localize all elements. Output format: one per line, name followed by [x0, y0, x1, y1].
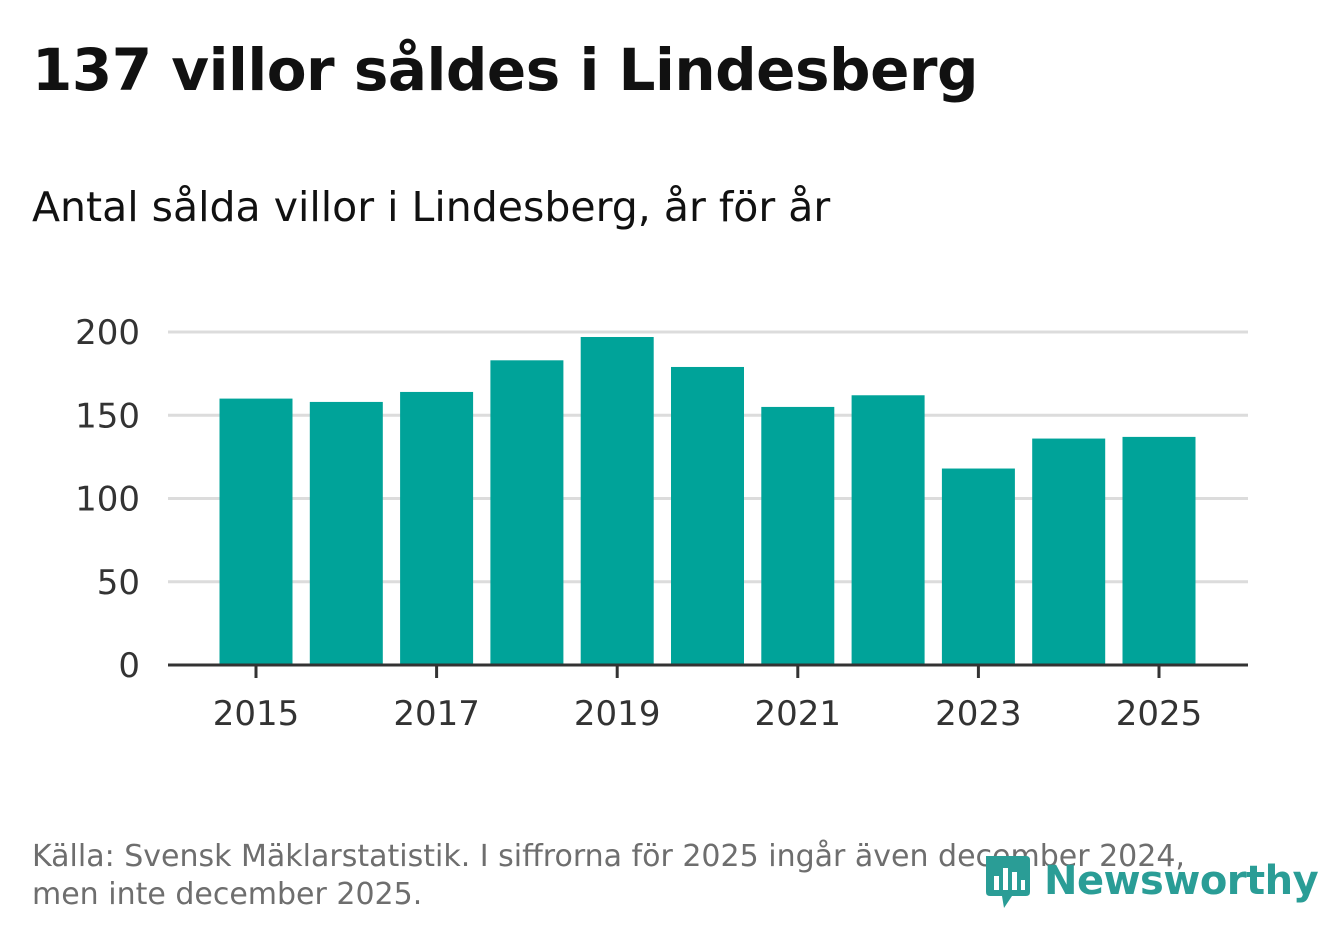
newsworthy-logo-icon [986, 856, 1030, 908]
bar-2020 [671, 366, 744, 665]
y-tick-label-150: 150 [75, 396, 140, 436]
y-tick-label-100: 100 [75, 480, 140, 520]
bar-2023 [941, 468, 1015, 665]
chart-title: 137 villor såldes i Lindesberg [32, 36, 979, 104]
y-tick-label-0: 0 [118, 646, 140, 686]
bar-2019 [580, 336, 654, 665]
y-tick-label-200: 200 [75, 313, 140, 353]
chart-subtitle: Antal sålda villor i Lindesberg, år för … [32, 183, 831, 231]
x-tick-label-2019: 2019 [574, 694, 661, 734]
x-tick-label-2021: 2021 [755, 694, 842, 734]
bar-2015 [219, 398, 293, 665]
x-tick-label-2015: 2015 [213, 694, 300, 734]
x-tick-label-2025: 2025 [1116, 694, 1203, 734]
x-tick-label-2023: 2023 [935, 694, 1022, 734]
bar-2021 [761, 406, 835, 665]
bar-2024 [1032, 438, 1106, 665]
bar-2022 [851, 395, 925, 665]
bar-2016 [309, 401, 383, 665]
bar-2018 [490, 360, 564, 665]
x-tick-label-2017: 2017 [393, 694, 480, 734]
bar-2017 [400, 391, 474, 665]
newsworthy-logo: Newsworthy [982, 851, 1319, 911]
bar-chart: 0 50 100 150 200 2015 2017 2019 2021 2023 2025 [75, 313, 1248, 734]
newsworthy-logo-text: Newsworthy [1044, 858, 1319, 904]
source-line-2: men inte december 2025. [32, 877, 423, 912]
y-tick-label-50: 50 [97, 563, 140, 603]
bar-2025 [1122, 436, 1196, 665]
